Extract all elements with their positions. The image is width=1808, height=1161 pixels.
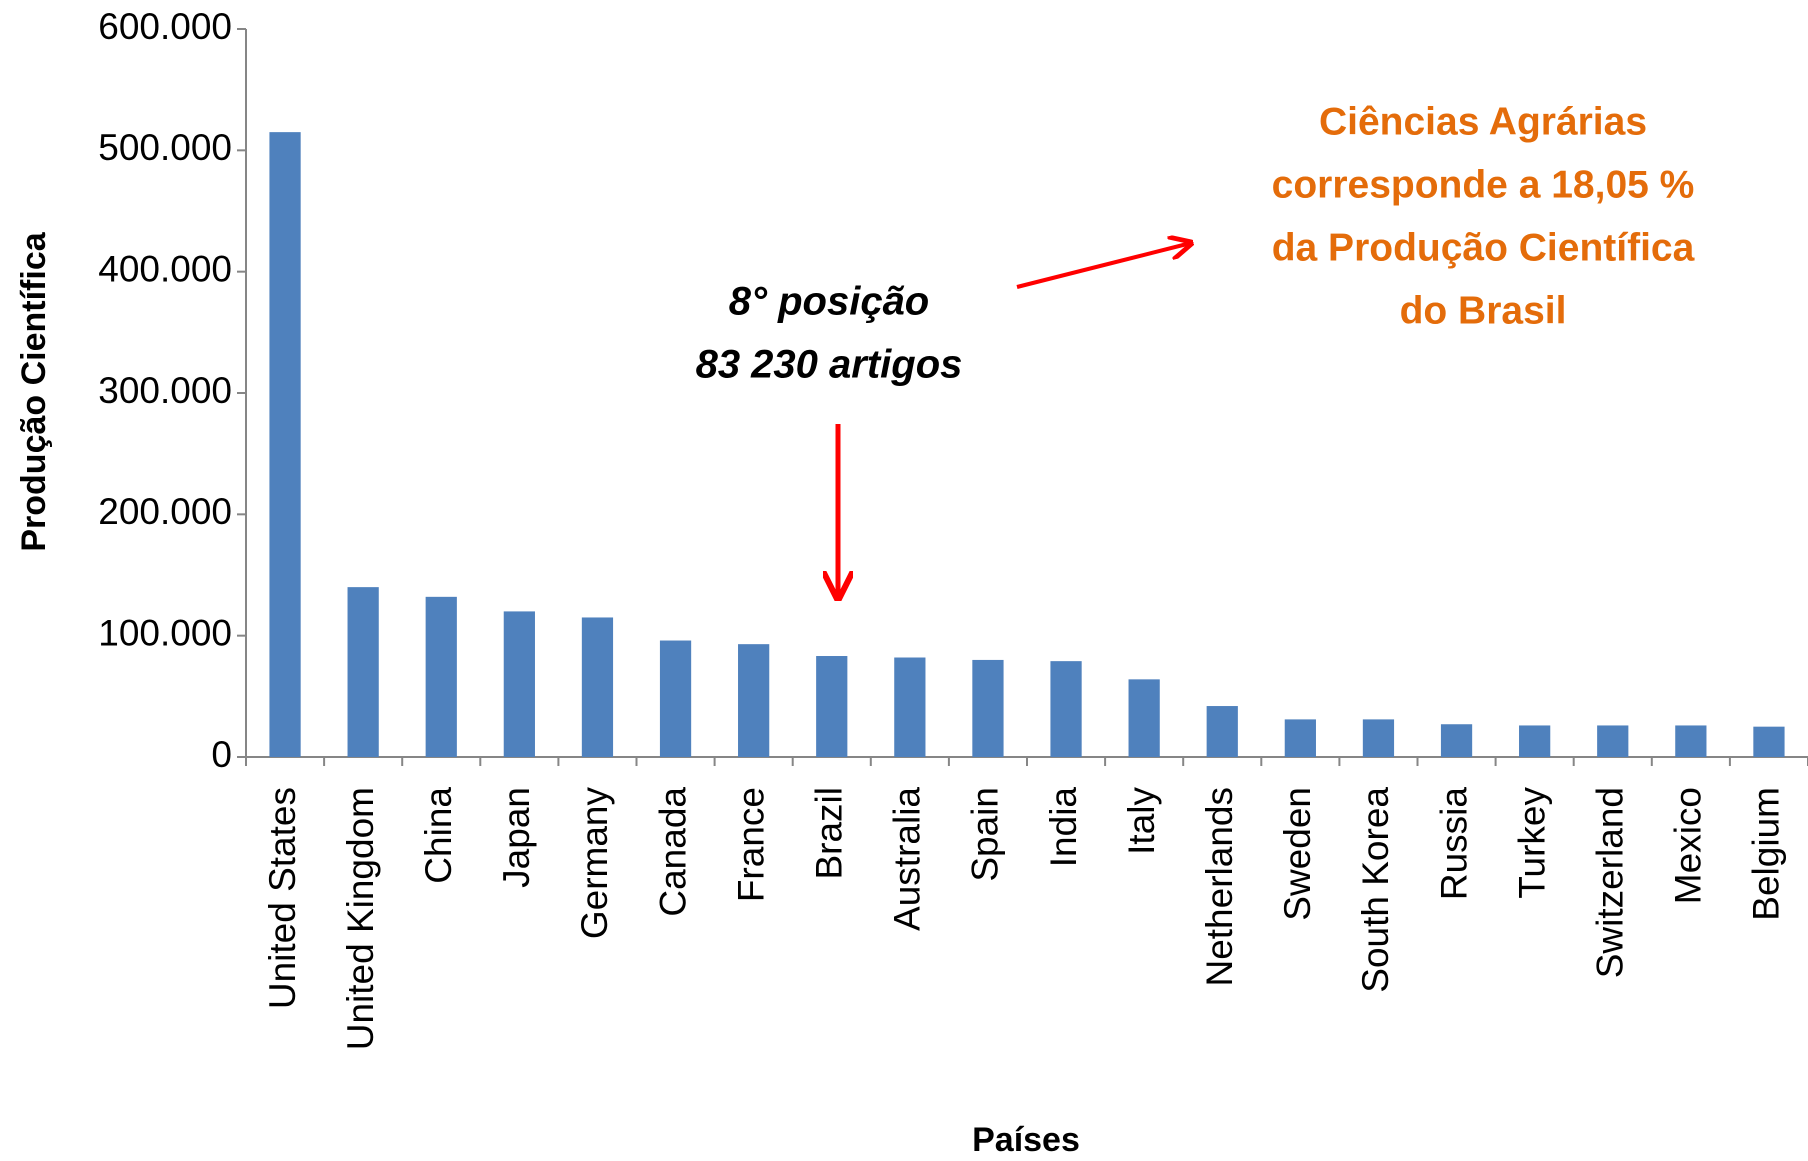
bar <box>1284 719 1316 757</box>
bar <box>425 596 457 757</box>
y-tick-label: 300.000 <box>98 370 232 411</box>
x-tick-label: France <box>730 787 771 902</box>
x-tick-label: Turkey <box>1511 787 1552 899</box>
x-tick-label: Brazil <box>809 787 850 880</box>
annotation: do Brasil <box>1400 289 1567 332</box>
bar <box>347 587 379 757</box>
x-tick-label: United Kingdom <box>340 787 381 1050</box>
bar <box>269 132 301 758</box>
x-tick-label: Switzerland <box>1590 787 1631 978</box>
bar <box>1519 725 1551 757</box>
x-tick-label: India <box>1043 787 1084 868</box>
bar <box>738 644 770 757</box>
y-tick-label: 500.000 <box>98 127 232 168</box>
x-tick-label: Mexico <box>1668 787 1709 904</box>
x-tick-label: Australia <box>887 787 928 931</box>
y-tick-label: 0 <box>211 734 232 775</box>
annotation: da Produção Científica <box>1272 226 1695 269</box>
y-tick-label: 400.000 <box>98 248 232 289</box>
bar <box>1362 719 1395 757</box>
annotation: Ciências Agrárias <box>1319 100 1647 143</box>
bar <box>1050 661 1082 757</box>
x-tick-label: Sweden <box>1277 787 1318 921</box>
bar <box>659 640 692 757</box>
x-axis-label: Países <box>972 1121 1080 1159</box>
bar <box>816 656 848 757</box>
bar <box>972 659 1004 757</box>
bar <box>1206 706 1238 757</box>
bar <box>894 657 926 757</box>
y-axis-label: Produção Científica <box>15 231 53 551</box>
arrow <box>1016 243 1191 289</box>
x-tick-label: China <box>418 787 459 884</box>
annotation: 83 230 artigos <box>696 343 963 387</box>
y-tick-label: 100.000 <box>98 612 232 653</box>
bar <box>1753 726 1785 757</box>
x-tick-label: Canada <box>652 787 693 917</box>
x-tick-label: South Korea <box>1355 787 1396 993</box>
annotation: corresponde a 18,05 % <box>1272 163 1695 206</box>
bar <box>1597 725 1629 757</box>
bar <box>503 611 535 757</box>
y-tick-label: 200.000 <box>98 491 232 532</box>
x-tick-label: Italy <box>1121 787 1162 855</box>
x-tick-label: United States <box>262 787 303 1009</box>
x-tick-label: Russia <box>1433 787 1474 901</box>
bar <box>1128 679 1160 757</box>
x-tick-label: Germany <box>574 787 615 940</box>
x-tick-label: Japan <box>496 787 537 888</box>
bar <box>581 617 614 757</box>
bar <box>1440 724 1473 757</box>
x-tick-label: Spain <box>965 787 1006 882</box>
x-tick-label: Netherlands <box>1199 787 1240 987</box>
annotation: 8° posição <box>729 280 930 324</box>
bar <box>1675 725 1707 757</box>
x-tick-label: Belgium <box>1746 787 1787 921</box>
y-tick-label: 600.000 <box>98 6 232 47</box>
